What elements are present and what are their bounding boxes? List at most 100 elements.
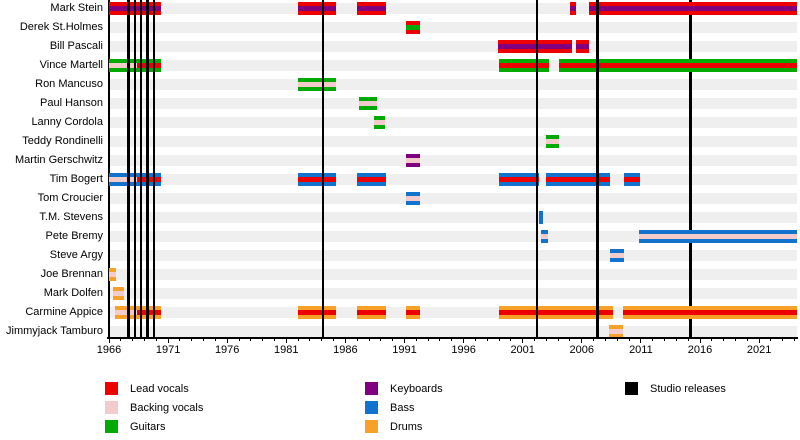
x-axis-label: 1986 xyxy=(333,344,358,356)
x-axis-major-tick xyxy=(226,338,228,343)
role-stripe-backing_vocals xyxy=(546,139,560,144)
legend-label: Lead vocals xyxy=(130,383,189,395)
x-axis-minor-tick xyxy=(687,338,689,341)
member-label: Jimmyjack Tamburo xyxy=(6,325,103,337)
x-axis-minor-tick xyxy=(273,338,275,341)
x-axis-minor-tick xyxy=(439,338,441,341)
row-band xyxy=(110,212,797,223)
x-axis-minor-tick xyxy=(321,338,323,341)
role-stripe-keyboards xyxy=(357,6,386,11)
x-axis-minor-tick xyxy=(368,338,370,341)
member-label: Teddy Rondinelli xyxy=(22,135,103,147)
member-label: Steve Argy xyxy=(49,249,103,261)
x-axis-major-tick xyxy=(758,338,760,343)
x-axis-major-tick xyxy=(404,338,405,343)
x-axis-minor-tick xyxy=(143,338,145,341)
studio-release-line xyxy=(535,0,539,338)
x-axis-minor-tick xyxy=(155,338,157,341)
x-axis-minor-tick xyxy=(616,338,618,341)
x-axis-line xyxy=(107,337,798,339)
x-axis-minor-tick xyxy=(723,338,725,341)
row-band xyxy=(110,307,797,318)
x-axis-minor-tick xyxy=(593,338,595,341)
row-band xyxy=(110,231,797,242)
role-stripe-backing_vocals xyxy=(358,101,378,106)
role-stripe-lead_vocals xyxy=(499,63,549,68)
x-axis-major-tick xyxy=(108,338,110,343)
legend-swatch-bass xyxy=(365,401,378,414)
x-axis-minor-tick xyxy=(356,338,358,341)
x-axis-minor-tick xyxy=(451,338,453,341)
role-stripe-backing_vocals xyxy=(610,253,625,258)
x-axis-label: 2016 xyxy=(687,344,713,356)
x-axis-major-tick xyxy=(285,338,287,343)
member-label: Bill Pascali xyxy=(49,40,103,52)
role-stripe-backing_vocals xyxy=(109,63,138,68)
studio-release-line xyxy=(596,0,600,338)
x-axis-minor-tick xyxy=(534,338,536,341)
row-band xyxy=(110,79,797,90)
x-axis-minor-tick xyxy=(380,338,382,341)
role-stripe-backing_vocals xyxy=(114,310,137,315)
studio-release-line xyxy=(321,0,325,338)
row-band xyxy=(110,136,797,147)
role-stripe-backing_vocals xyxy=(405,158,420,163)
row-band xyxy=(110,155,797,166)
studio-release-line xyxy=(689,0,692,338)
role-stripe-lead_vocals xyxy=(298,310,336,315)
row-band xyxy=(110,250,797,261)
member-label: T.M. Stevens xyxy=(39,211,103,223)
member-label: Tom Croucier xyxy=(37,192,103,204)
x-axis-minor-tick xyxy=(203,338,205,341)
row-band xyxy=(110,269,797,280)
role-stripe-lead_vocals xyxy=(137,177,161,182)
role-stripe-backing_vocals xyxy=(109,177,138,182)
x-axis-major-tick xyxy=(167,338,169,343)
x-axis-minor-tick xyxy=(569,338,571,341)
legend-label: Guitars xyxy=(130,421,166,433)
x-axis-label: 2011 xyxy=(629,344,653,356)
studio-release-line xyxy=(146,0,149,338)
studio-release-line xyxy=(152,0,156,338)
role-stripe-keyboards xyxy=(298,6,336,11)
role-stripe-lead_vocals xyxy=(558,63,797,68)
studio-release-line xyxy=(133,0,137,338)
x-axis-minor-tick xyxy=(486,338,488,341)
role-stripe-lead_vocals xyxy=(357,177,386,182)
role-stripe-keyboards xyxy=(569,6,577,11)
role-stripe-backing_vocals xyxy=(109,272,116,277)
member-label: Carmine Appice xyxy=(25,306,103,318)
x-axis-label: 1981 xyxy=(274,344,299,356)
x-axis-major-tick xyxy=(522,338,524,343)
role-stripe-lead_vocals xyxy=(137,63,161,68)
x-axis-major-tick xyxy=(463,338,465,343)
x-axis-minor-tick xyxy=(238,338,240,341)
x-axis-minor-tick xyxy=(427,338,429,341)
legend-label: Keyboards xyxy=(390,383,443,395)
x-axis-minor-tick xyxy=(782,338,784,341)
x-axis-minor-tick xyxy=(734,338,736,341)
role-stripe-backing_vocals xyxy=(298,82,336,87)
x-axis-minor-tick xyxy=(664,338,666,341)
legend-label: Drums xyxy=(390,421,423,433)
role-stripe-lead_vocals xyxy=(624,177,640,182)
x-axis-minor-tick xyxy=(191,338,193,341)
role-stripe-lead_vocals xyxy=(136,310,161,315)
row-band xyxy=(110,117,797,128)
role-stripe-backing_vocals xyxy=(373,120,385,125)
x-axis-minor-tick xyxy=(545,338,547,341)
role-stripe-keyboards xyxy=(589,6,797,11)
role-stripe-backing_vocals xyxy=(112,291,125,296)
x-axis-label: 2021 xyxy=(746,344,772,356)
legend-swatch-drums xyxy=(365,420,378,433)
legend-swatch-keyboards xyxy=(365,382,378,395)
member-label: Tim Bogert xyxy=(49,173,103,185)
legend-label: Studio releases xyxy=(650,383,726,395)
x-axis-minor-tick xyxy=(415,338,417,341)
member-label: Lanny Cordola xyxy=(31,116,103,128)
x-axis-minor-tick xyxy=(474,338,476,341)
legend-swatch-backing_vocals xyxy=(105,401,118,414)
x-axis-label: 1996 xyxy=(451,344,476,356)
x-axis-minor-tick xyxy=(132,338,134,341)
x-axis-minor-tick xyxy=(214,338,216,341)
